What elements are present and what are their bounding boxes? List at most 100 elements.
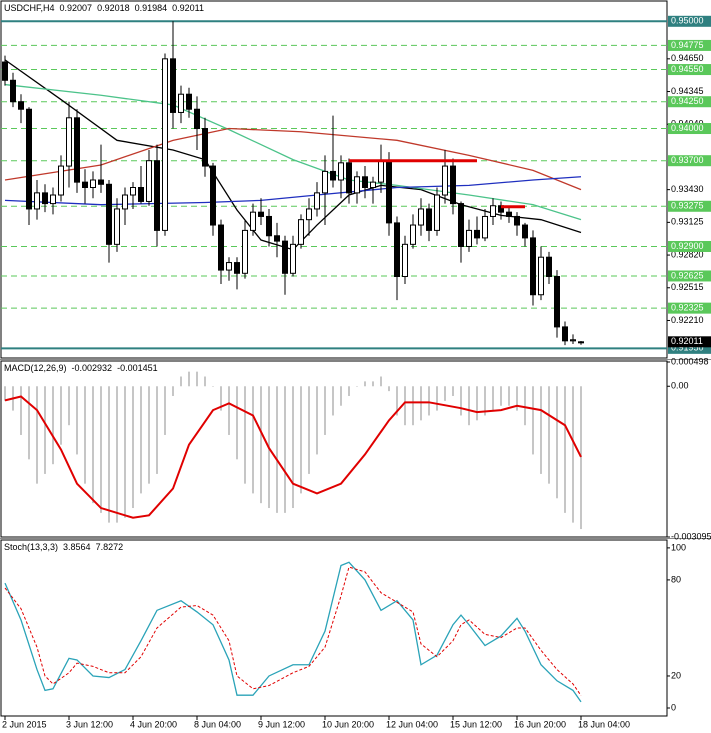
candle-body — [402, 243, 408, 278]
histogram-bar — [396, 386, 398, 416]
histogram-bar — [412, 386, 414, 426]
y-tick-label: 0.92820 — [671, 249, 704, 259]
histogram-bar — [276, 386, 278, 513]
header-field: -0.002932 — [72, 363, 113, 373]
candle-body — [514, 215, 520, 226]
candle-body — [394, 222, 400, 278]
histogram-bar — [580, 386, 582, 530]
candle-body — [410, 224, 416, 245]
candle-body — [58, 165, 64, 196]
candle-body — [146, 160, 152, 202]
level-tag — [668, 240, 711, 252]
candle-body — [18, 101, 24, 110]
histogram-bar — [212, 386, 214, 387]
level-label: 0.95000 — [671, 16, 704, 26]
y-tick-label: 0.93430 — [671, 184, 704, 194]
candle-body — [474, 229, 480, 239]
candle-body — [546, 256, 552, 278]
indicator-line — [4, 395, 582, 519]
level-tag — [668, 64, 711, 76]
level-label: 0.91950 — [671, 343, 704, 353]
histogram-bar — [428, 386, 430, 416]
candle-body — [154, 160, 160, 231]
histogram-bar — [540, 386, 542, 474]
histogram-bar — [548, 386, 550, 484]
level-label: 0.94000 — [671, 123, 704, 133]
level-tag — [668, 200, 711, 212]
indicator-line — [4, 566, 582, 696]
candle-body — [258, 211, 264, 217]
candle-body — [138, 187, 144, 202]
y-tick-label: 0 — [671, 702, 676, 712]
level-tag — [668, 342, 711, 354]
level-label: 0.92325 — [671, 303, 704, 313]
histogram-bar — [372, 381, 374, 387]
x-tick-label: 12 Jun 04:00 — [386, 719, 438, 729]
x-tick-label: 9 Jun 12:00 — [258, 719, 305, 729]
histogram-bar — [380, 376, 382, 387]
histogram-bar — [52, 386, 54, 465]
panel-header: Stoch(13,3,3) 3.8564 7.8272 — [4, 542, 123, 552]
x-tick-label: 8 Jun 04:00 — [194, 719, 241, 729]
histogram-bar — [20, 386, 22, 435]
histogram-bar — [284, 386, 286, 513]
candle-body — [530, 237, 536, 296]
candle-body — [210, 165, 216, 226]
histogram-bar — [180, 376, 182, 387]
candle-body — [186, 93, 192, 110]
histogram-bar — [196, 371, 198, 387]
y-tick-label: 100 — [671, 542, 686, 552]
histogram-bar — [36, 386, 38, 484]
level-tag — [668, 96, 711, 108]
histogram-bar — [460, 386, 462, 416]
header-field: 0.92018 — [97, 3, 130, 13]
candle-body — [10, 79, 16, 103]
y-tick-label: 0.94345 — [671, 86, 704, 96]
candle-body — [338, 162, 344, 181]
histogram-bar — [516, 386, 518, 411]
candle-body — [234, 262, 240, 274]
candle-body — [2, 61, 8, 81]
histogram-bar — [308, 386, 310, 474]
y-tick-label: 0.94650 — [671, 53, 704, 63]
x-tick-label: 15 Jun 12:00 — [450, 719, 502, 729]
candle-body — [250, 211, 256, 231]
current-price-tag — [668, 336, 711, 348]
histogram-bar — [524, 386, 526, 426]
y-tick-label: 20 — [671, 670, 681, 680]
header-field: -0.001451 — [117, 363, 158, 373]
histogram-bar — [292, 386, 294, 509]
histogram-bar — [556, 386, 558, 499]
panel-header: MACD(12,26,9) -0.002932 -0.001451 — [4, 363, 158, 373]
histogram-bar — [100, 386, 102, 513]
histogram-bar — [452, 386, 454, 396]
histogram-bar — [348, 386, 350, 396]
header-field: 7.8272 — [96, 542, 124, 552]
panel-header: USDCHF,H4 0.92007 0.92018 0.91984 0.92011 — [4, 3, 204, 13]
x-tick-label: 16 Jun 20:00 — [514, 719, 566, 729]
histogram-bar — [572, 386, 574, 523]
candle-body — [242, 229, 248, 274]
candle-body — [50, 194, 56, 205]
header-field: 0.92011 — [172, 3, 204, 13]
y-tick-label: 0.000498 — [671, 356, 709, 366]
histogram-bar — [476, 386, 478, 421]
histogram-bar — [388, 386, 390, 392]
histogram-bar — [4, 386, 6, 401]
candle-body — [218, 224, 224, 271]
candle-body — [578, 341, 584, 344]
histogram-bar — [244, 386, 246, 484]
histogram-bar — [124, 386, 126, 518]
histogram-bar — [60, 386, 62, 445]
candle-body — [26, 108, 32, 210]
candle-body — [362, 176, 368, 189]
histogram-bar — [164, 386, 166, 435]
histogram-bar — [404, 386, 406, 426]
level-tag — [668, 15, 711, 27]
header-field: MACD(12,26,9) — [4, 363, 67, 373]
candle-body — [426, 208, 432, 231]
level-tag — [668, 155, 711, 167]
x-tick-label: 10 Jun 20:00 — [322, 719, 374, 729]
histogram-bar — [76, 386, 78, 455]
